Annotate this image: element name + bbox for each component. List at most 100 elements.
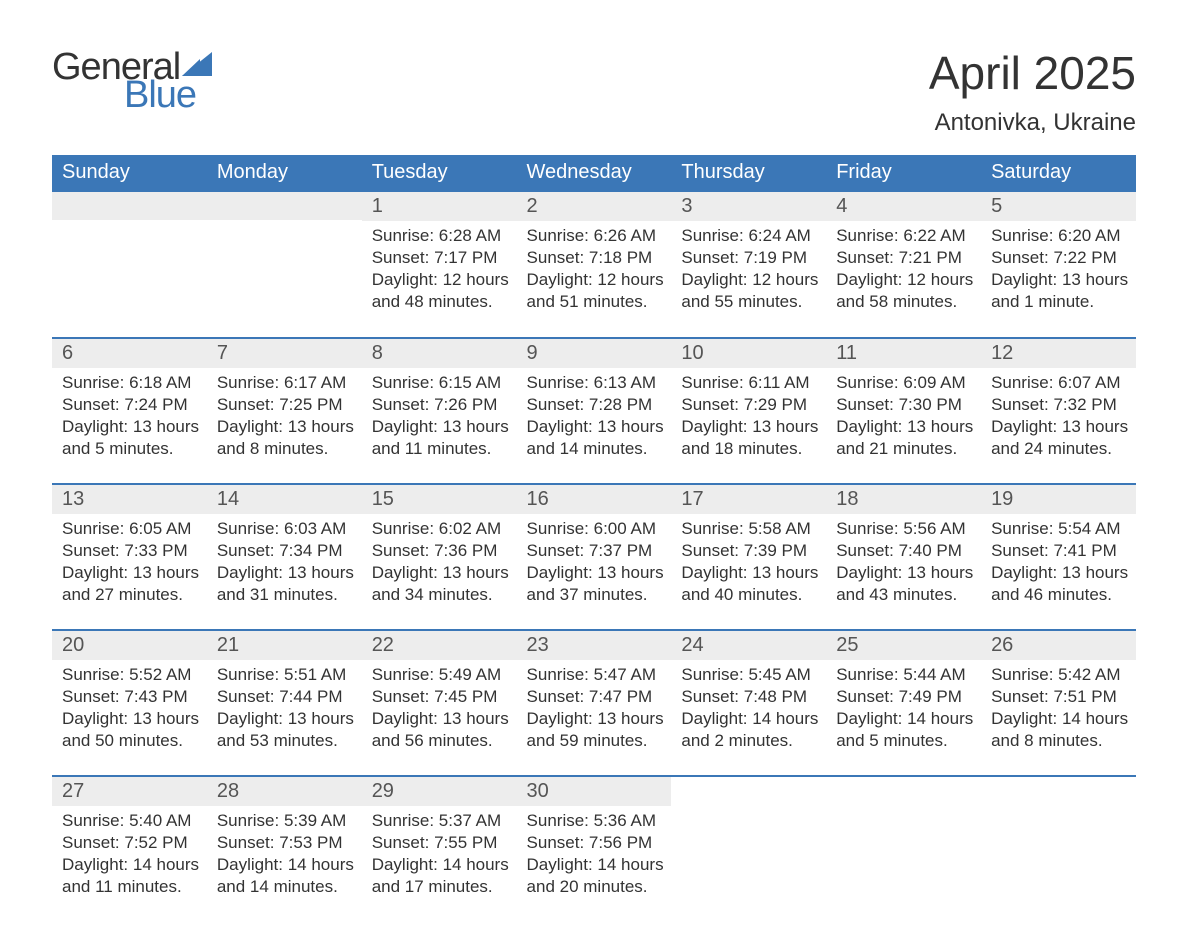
calendar-cell xyxy=(207,192,362,338)
daylight-line1: 13 hours xyxy=(217,708,352,730)
sunset-value: 7:44 PM xyxy=(217,686,352,708)
daylight-line2: and 51 minutes. xyxy=(527,291,662,313)
sunrise-value: 6:00 AM xyxy=(527,518,662,540)
daylight-line1: 12 hours xyxy=(836,269,971,291)
calendar-cell: 76:17 AM7:25 PM13 hoursand 8 minutes. xyxy=(207,338,362,484)
daylight-line2: and 21 minutes. xyxy=(836,438,971,460)
daylight-line2: and 46 minutes. xyxy=(991,584,1126,606)
sunset-value: 7:37 PM xyxy=(527,540,662,562)
day-number: 17 xyxy=(671,485,826,514)
day-number: 4 xyxy=(826,192,981,221)
daylight-line2: and 11 minutes. xyxy=(372,438,507,460)
daylight-line2: and 5 minutes. xyxy=(62,438,197,460)
calendar-cell: 305:36 AM7:56 PM14 hoursand 20 minutes. xyxy=(517,776,672,922)
day-number: 16 xyxy=(517,485,672,514)
calendar-cell: 36:24 AM7:19 PM12 hoursand 55 minutes. xyxy=(671,192,826,338)
sunrise-value: 6:05 AM xyxy=(62,518,197,540)
daylight-line2: and 18 minutes. xyxy=(681,438,816,460)
daylight-line2: and 50 minutes. xyxy=(62,730,197,752)
day-header: Saturday xyxy=(981,155,1136,192)
day-details: 6:07 AM7:32 PM13 hoursand 24 minutes. xyxy=(981,368,1136,466)
calendar-table: Sunday Monday Tuesday Wednesday Thursday… xyxy=(52,155,1136,922)
day-number: 19 xyxy=(981,485,1136,514)
sunset-value: 7:55 PM xyxy=(372,832,507,854)
daylight-line2: and 59 minutes. xyxy=(527,730,662,752)
calendar-cell xyxy=(981,776,1136,922)
sunset-value: 7:36 PM xyxy=(372,540,507,562)
sunset-value: 7:34 PM xyxy=(217,540,352,562)
day-number: 27 xyxy=(52,777,207,806)
day-details: 6:20 AM7:22 PM13 hoursand 1 minute. xyxy=(981,221,1136,319)
daylight-line2: and 24 minutes. xyxy=(991,438,1126,460)
day-number: 30 xyxy=(517,777,672,806)
day-number: 15 xyxy=(362,485,517,514)
day-details: 5:58 AM7:39 PM13 hoursand 40 minutes. xyxy=(671,514,826,612)
sunset-value: 7:21 PM xyxy=(836,247,971,269)
daylight-line1: 13 hours xyxy=(372,416,507,438)
day-details: 5:54 AM7:41 PM13 hoursand 46 minutes. xyxy=(981,514,1136,612)
daylight-line2: and 43 minutes. xyxy=(836,584,971,606)
day-details: 6:28 AM7:17 PM12 hoursand 48 minutes. xyxy=(362,221,517,319)
sunset-value: 7:53 PM xyxy=(217,832,352,854)
sunrise-value: 6:11 AM xyxy=(681,372,816,394)
day-details: 6:18 AM7:24 PM13 hoursand 5 minutes. xyxy=(52,368,207,466)
daylight-line2: and 14 minutes. xyxy=(217,876,352,898)
sunrise-value: 5:49 AM xyxy=(372,664,507,686)
sunrise-value: 6:24 AM xyxy=(681,225,816,247)
day-details: 5:51 AM7:44 PM13 hoursand 53 minutes. xyxy=(207,660,362,758)
day-header: Monday xyxy=(207,155,362,192)
day-number: 9 xyxy=(517,339,672,368)
daylight-line1: 14 hours xyxy=(372,854,507,876)
day-number: 6 xyxy=(52,339,207,368)
daylight-line1: 14 hours xyxy=(681,708,816,730)
daylight-line1: 12 hours xyxy=(372,269,507,291)
day-header-row: Sunday Monday Tuesday Wednesday Thursday… xyxy=(52,155,1136,192)
calendar-cell: 156:02 AM7:36 PM13 hoursand 34 minutes. xyxy=(362,484,517,630)
day-number: 26 xyxy=(981,631,1136,660)
daylight-line1: 13 hours xyxy=(217,562,352,584)
calendar-cell: 106:11 AM7:29 PM13 hoursand 18 minutes. xyxy=(671,338,826,484)
day-details: 6:05 AM7:33 PM13 hoursand 27 minutes. xyxy=(52,514,207,612)
calendar-cell: 245:45 AM7:48 PM14 hoursand 2 minutes. xyxy=(671,630,826,776)
day-number: 8 xyxy=(362,339,517,368)
daylight-line1: 13 hours xyxy=(217,416,352,438)
day-number: 22 xyxy=(362,631,517,660)
daylight-line1: 13 hours xyxy=(527,708,662,730)
sunset-value: 7:25 PM xyxy=(217,394,352,416)
sunset-value: 7:28 PM xyxy=(527,394,662,416)
sunset-value: 7:40 PM xyxy=(836,540,971,562)
sunrise-value: 5:56 AM xyxy=(836,518,971,540)
day-details: 6:09 AM7:30 PM13 hoursand 21 minutes. xyxy=(826,368,981,466)
day-details: 5:47 AM7:47 PM13 hoursand 59 minutes. xyxy=(517,660,672,758)
calendar-cell xyxy=(52,192,207,338)
calendar-cell: 116:09 AM7:30 PM13 hoursand 21 minutes. xyxy=(826,338,981,484)
brand-logo: General Blue xyxy=(52,48,212,114)
empty-day xyxy=(52,192,207,220)
sunset-value: 7:39 PM xyxy=(681,540,816,562)
day-number: 12 xyxy=(981,339,1136,368)
sunset-value: 7:26 PM xyxy=(372,394,507,416)
calendar-cell: 265:42 AM7:51 PM14 hoursand 8 minutes. xyxy=(981,630,1136,776)
day-details: 6:00 AM7:37 PM13 hoursand 37 minutes. xyxy=(517,514,672,612)
sunset-value: 7:24 PM xyxy=(62,394,197,416)
calendar-page: General Blue April 2025 Antonivka, Ukrai… xyxy=(0,0,1188,942)
sunset-value: 7:51 PM xyxy=(991,686,1126,708)
sunset-value: 7:19 PM xyxy=(681,247,816,269)
daylight-line2: and 48 minutes. xyxy=(372,291,507,313)
calendar-cell: 285:39 AM7:53 PM14 hoursand 14 minutes. xyxy=(207,776,362,922)
calendar-cell: 255:44 AM7:49 PM14 hoursand 5 minutes. xyxy=(826,630,981,776)
daylight-line2: and 1 minute. xyxy=(991,291,1126,313)
day-number: 5 xyxy=(981,192,1136,221)
daylight-line1: 14 hours xyxy=(62,854,197,876)
sunset-value: 7:48 PM xyxy=(681,686,816,708)
sunset-value: 7:52 PM xyxy=(62,832,197,854)
sunrise-value: 6:26 AM xyxy=(527,225,662,247)
day-number: 10 xyxy=(671,339,826,368)
daylight-line2: and 40 minutes. xyxy=(681,584,816,606)
calendar-cell: 16:28 AM7:17 PM12 hoursand 48 minutes. xyxy=(362,192,517,338)
sunrise-value: 5:47 AM xyxy=(527,664,662,686)
day-number: 11 xyxy=(826,339,981,368)
daylight-line1: 13 hours xyxy=(527,416,662,438)
day-number: 23 xyxy=(517,631,672,660)
daylight-line1: 13 hours xyxy=(836,416,971,438)
